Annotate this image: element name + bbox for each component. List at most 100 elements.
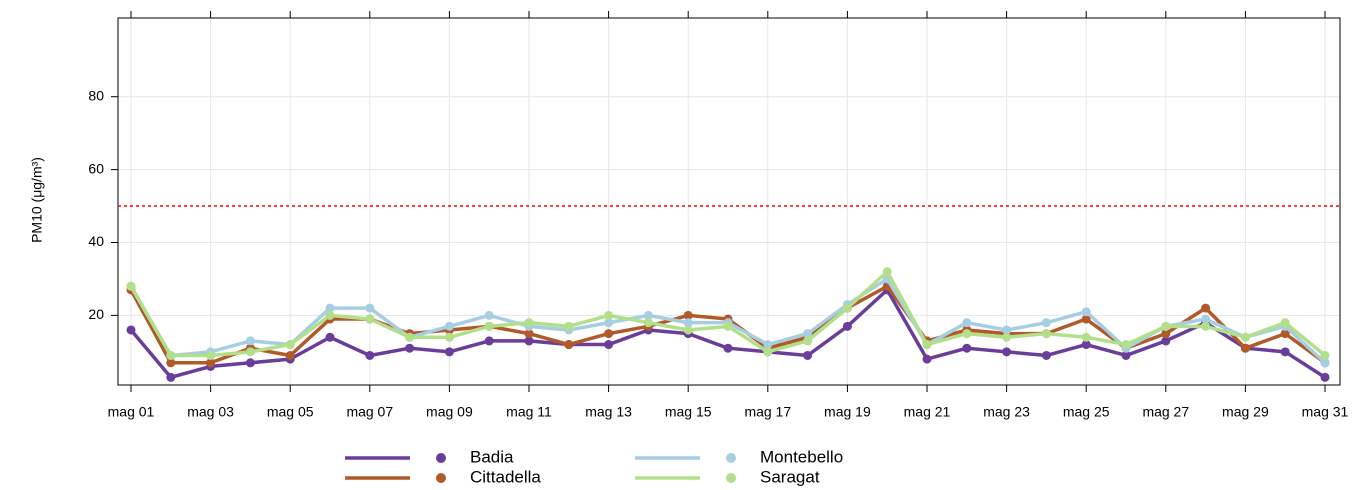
series-point — [1041, 329, 1051, 339]
x-tick-label: mag 23 — [983, 404, 1030, 420]
series-point — [365, 303, 375, 313]
series-point — [763, 340, 773, 350]
legend-label: Montebello — [760, 447, 843, 466]
y-tick-label: 60 — [88, 160, 104, 176]
series-point — [1201, 303, 1211, 313]
series-point — [564, 340, 574, 350]
series-point — [484, 310, 494, 320]
series-point — [683, 310, 693, 320]
series-point — [126, 281, 136, 291]
series-point — [444, 347, 454, 357]
series-point — [842, 321, 852, 331]
series-point — [325, 310, 335, 320]
legend-marker — [726, 473, 736, 483]
series-point — [524, 318, 534, 328]
series-point — [444, 321, 454, 331]
series-point — [922, 354, 932, 364]
x-tick-label: mag 27 — [1142, 404, 1189, 420]
series-point — [1002, 332, 1012, 342]
y-tick-label: 80 — [88, 87, 104, 103]
series-point — [325, 332, 335, 342]
series-point — [1280, 329, 1290, 339]
series-point — [604, 310, 614, 320]
series-point — [1041, 318, 1051, 328]
series-point — [683, 318, 693, 328]
series-point — [723, 343, 733, 353]
y-tick-label: 20 — [88, 306, 104, 322]
series-point — [365, 314, 375, 324]
x-tick-label: mag 25 — [1063, 404, 1110, 420]
x-tick-label: mag 15 — [665, 404, 712, 420]
y-tick-label: 40 — [88, 233, 104, 249]
series-point — [1320, 372, 1330, 382]
series-point — [444, 332, 454, 342]
series-point — [365, 350, 375, 360]
series-point — [803, 329, 813, 339]
x-tick-label: mag 13 — [585, 404, 632, 420]
series-point — [1121, 340, 1131, 350]
series-point — [405, 332, 415, 342]
series-point — [604, 329, 614, 339]
x-tick-label: mag 17 — [744, 404, 791, 420]
series-point — [1121, 350, 1131, 360]
plot-frame — [117, 17, 1341, 386]
series-point — [1240, 332, 1250, 342]
legend-marker — [436, 453, 446, 463]
series-point — [962, 343, 972, 353]
series-point — [206, 358, 216, 368]
series-point — [405, 343, 415, 353]
series-point — [803, 350, 813, 360]
legend-marker — [436, 473, 446, 483]
series-point — [245, 358, 255, 368]
series-point — [484, 321, 494, 331]
series-point — [763, 347, 773, 357]
x-tick-label: mag 11 — [506, 404, 552, 420]
series-point — [962, 329, 972, 339]
series-point — [842, 303, 852, 313]
series-point — [604, 318, 614, 328]
x-tick-label: mag 19 — [824, 404, 871, 420]
series-point — [1240, 343, 1250, 353]
series-point — [524, 336, 534, 346]
series-point — [1081, 332, 1091, 342]
series-point — [1081, 314, 1091, 324]
series-point — [1161, 329, 1171, 339]
series-point — [1081, 340, 1091, 350]
series-point — [1280, 347, 1290, 357]
series-line — [129, 269, 1327, 358]
legend-marker — [726, 453, 736, 463]
series-point — [245, 336, 255, 346]
series-point — [1081, 307, 1091, 317]
series-point — [882, 267, 892, 277]
series-point — [643, 310, 653, 320]
series-point — [643, 318, 653, 328]
series-point — [285, 350, 295, 360]
x-tick-label: mag 07 — [346, 404, 393, 420]
series-point — [206, 350, 216, 360]
series-point — [285, 340, 295, 350]
series-point — [1002, 325, 1012, 335]
legend-label: Saragat — [760, 467, 820, 486]
series-point — [245, 347, 255, 357]
series-point — [604, 340, 614, 350]
x-tick-label: mag 29 — [1222, 404, 1269, 420]
x-tick-label: mag 31 — [1302, 404, 1349, 420]
x-tick-label: mag 01 — [108, 404, 155, 420]
series-point — [683, 325, 693, 335]
series-point — [803, 336, 813, 346]
series-point — [166, 372, 176, 382]
x-tick-label: mag 09 — [426, 404, 473, 420]
legend-label: Cittadella — [470, 467, 541, 486]
series-point — [922, 340, 932, 350]
x-tick-label: mag 05 — [267, 404, 314, 420]
series-point — [1161, 336, 1171, 346]
series-point — [1280, 318, 1290, 328]
series-point — [1201, 321, 1211, 331]
series-point — [1161, 321, 1171, 331]
series-point — [1002, 347, 1012, 357]
x-tick-label: mag 21 — [904, 404, 951, 420]
series-point — [723, 321, 733, 331]
series-point — [484, 336, 494, 346]
series-point — [1041, 350, 1051, 360]
